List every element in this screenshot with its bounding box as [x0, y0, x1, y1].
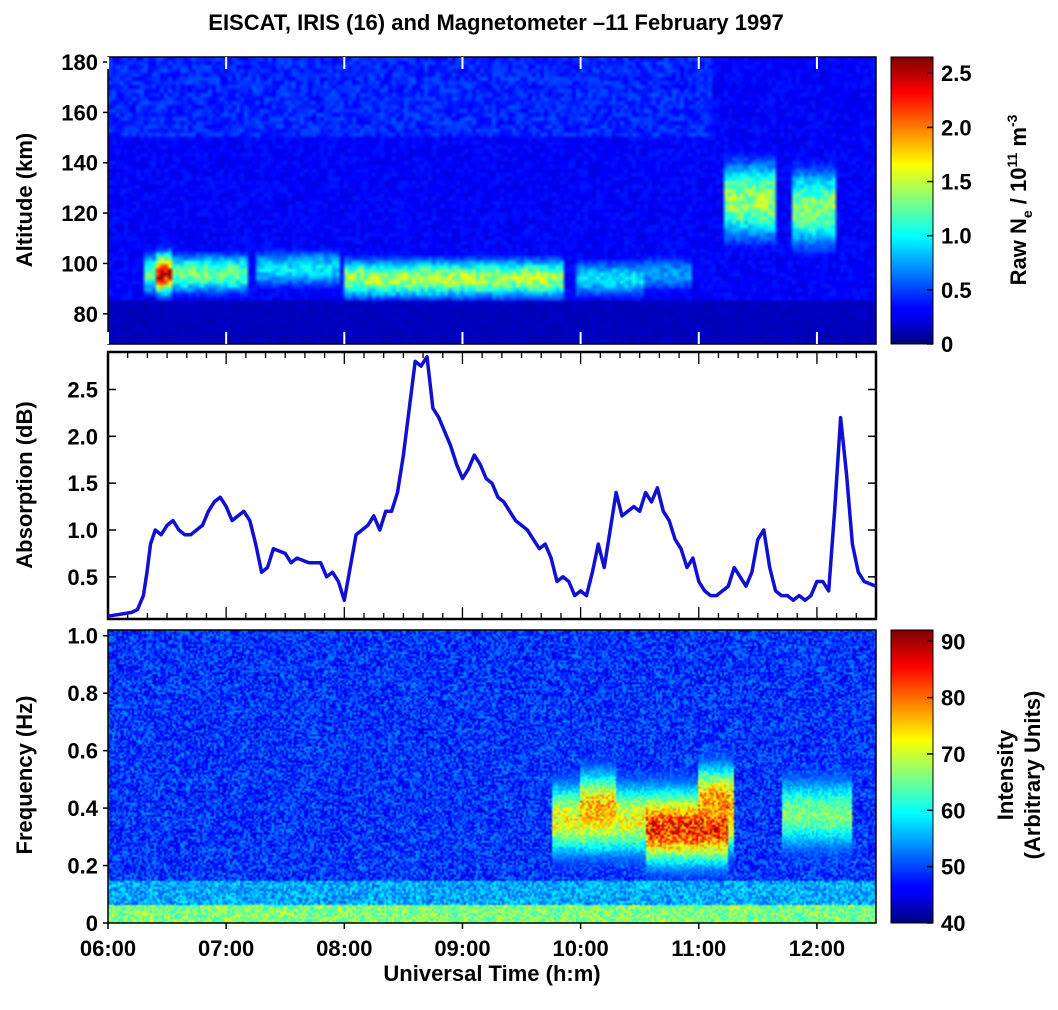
altitude-tick-label: 160 [61, 100, 98, 125]
electron-density-colorbar-tick-label: 0.5 [941, 278, 972, 303]
intensity-colorbar-tick-label: 50 [941, 855, 965, 880]
absorption-ticks: 0.5 1.0 1.5 2.0 2.5 [67, 352, 877, 619]
electron-density-heatmap [108, 57, 876, 344]
magnetometer-frame [107, 629, 877, 924]
electron-density-colorbar: 0 0.5 1.0 1.5 2.0 2.5 Raw Ne / 1011 m-3 [890, 56, 1035, 357]
absorption-tick-label: 2.0 [67, 424, 98, 449]
electron-density-frame [107, 56, 877, 345]
time-tick-label: 06:00 [80, 936, 136, 961]
colorbar-label-main: Raw N [1006, 218, 1031, 285]
time-tick-label: 09:00 [434, 936, 490, 961]
electron-density-colorbar-fill [891, 57, 933, 344]
time-tick-label: 08:00 [316, 936, 372, 961]
electron-density-colorbar-frame [890, 56, 934, 345]
frequency-tick-label: 1.0 [67, 624, 98, 649]
absorption-axis-label: Absorption (dB) [12, 401, 37, 568]
time-tick-label: 07:00 [198, 936, 254, 961]
magnetometer-panel: 0 0.2 0.4 0.6 0.8 1.0 06:00 07:00 08:00 09:00 10:0… [12, 624, 877, 986]
absorption-tick-label: 1.5 [67, 471, 98, 496]
frequency-tick-label: 0 [86, 911, 98, 936]
intensity-colorbar-fill [891, 630, 933, 923]
absorption-tick-label: 1.0 [67, 518, 98, 543]
altitude-tick-label: 80 [74, 302, 98, 327]
intensity-colorbar-label-line2: (Arbitrary Units) [1020, 691, 1045, 860]
colorbar-label-unit: / 10 [1006, 168, 1031, 211]
time-tick-label: 10:00 [552, 936, 608, 961]
frequency-tick-label: 0.6 [67, 739, 98, 764]
frequency-axis-label: Frequency (Hz) [12, 696, 37, 855]
electron-density-panel: 80 100 120 140 160 180 Altitude (km) [12, 50, 877, 345]
magnetometer-ticks: 0 0.2 0.4 0.6 0.8 1.0 06:00 07:00 08:00 09:00 10:0… [67, 624, 845, 961]
colorbar-label-sub: e [1019, 210, 1035, 218]
time-tick-label: 11:00 [671, 936, 726, 961]
intensity-colorbar-ticks: 40 50 60 70 80 90 [927, 629, 965, 936]
figure-title: EISCAT, IRIS (16) and Magnetometer –11 F… [208, 10, 783, 35]
intensity-colorbar-tick-label: 60 [941, 798, 965, 823]
frequency-tick-label: 0.2 [67, 854, 98, 879]
electron-density-colorbar-tick-label: 0 [941, 332, 953, 357]
altitude-axis-label: Altitude (km) [12, 133, 37, 267]
intensity-colorbar-tick-label: 70 [941, 742, 965, 767]
altitude-tick-label: 100 [61, 251, 98, 276]
electron-density-colorbar-tick-label: 2.5 [941, 61, 972, 86]
electron-density-colorbar-tick-label: 1.0 [941, 224, 972, 249]
electron-density-colorbar-tick-label: 2.0 [941, 115, 972, 140]
absorption-panel: 0.5 1.0 1.5 2.0 2.5 Absorption (dB) [12, 350, 878, 621]
colorbar-label-unit2: m [1006, 127, 1031, 153]
absorption-series-line [107, 354, 877, 618]
time-axis-label: Universal Time (h:m) [383, 961, 600, 986]
intensity-colorbar-frame [890, 629, 934, 924]
colorbar-label-exp2: -3 [1004, 114, 1020, 127]
electron-density-colorbar-ticks: 0 0.5 1.0 1.5 2.0 2.5 [927, 61, 972, 357]
altitude-tick-label: 140 [61, 151, 98, 176]
intensity-colorbar-label-line1: Intensity [993, 729, 1018, 820]
electron-density-colorbar-label: Raw Ne / 1011 m-3 [1004, 114, 1035, 285]
altitude-tick-label: 120 [61, 201, 98, 226]
altitude-tick-label: 180 [61, 50, 98, 75]
absorption-tick-label: 2.5 [67, 377, 98, 402]
electron-density-y-ticks: 80 100 120 140 160 180 [61, 50, 818, 344]
electron-density-colorbar-tick-label: 1.5 [941, 170, 972, 195]
absorption-tick-label: 0.5 [67, 565, 98, 590]
intensity-colorbar: 40 50 60 70 80 90 Intensity (Arbitrary Units) [890, 629, 1045, 936]
frequency-tick-label: 0.4 [67, 796, 98, 821]
magnetometer-heatmap [108, 630, 876, 923]
time-tick-label: 12:00 [789, 936, 845, 961]
frequency-tick-label: 0.8 [67, 681, 98, 706]
intensity-colorbar-tick-label: 40 [941, 911, 965, 936]
colorbar-label-exp: 11 [1004, 153, 1020, 168]
intensity-colorbar-tick-label: 80 [941, 686, 965, 711]
intensity-colorbar-tick-label: 90 [941, 629, 965, 654]
